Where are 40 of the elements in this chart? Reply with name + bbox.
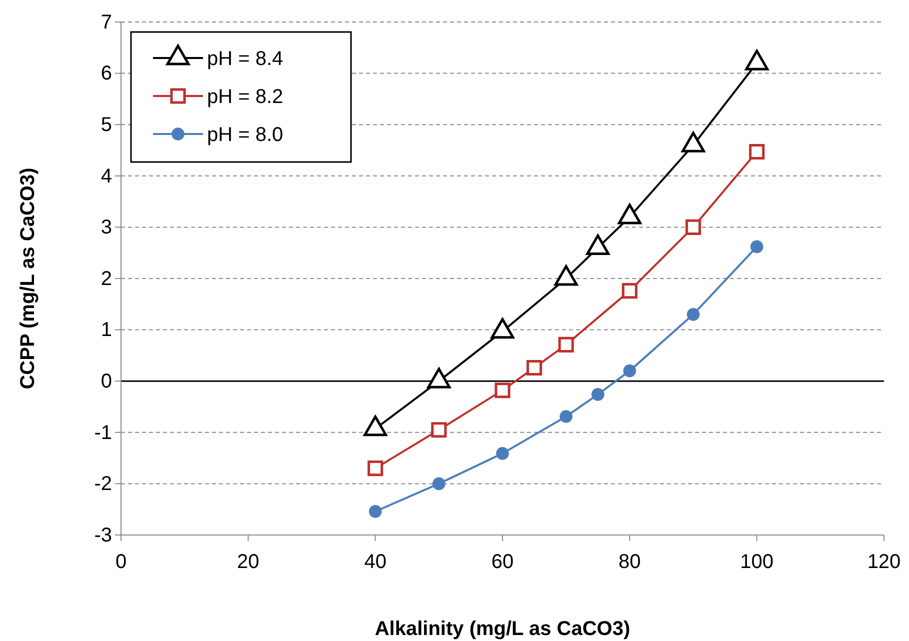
- point: [526, 360, 542, 376]
- point: [682, 132, 705, 152]
- x-tick-label: 20: [237, 551, 260, 573]
- y-tick-label: 7: [100, 11, 112, 34]
- y-tick-label: 2: [100, 268, 112, 290]
- point: [494, 382, 510, 398]
- x-tick-label: 60: [491, 551, 514, 573]
- point: [431, 422, 447, 438]
- y-tick-label: -3: [94, 524, 112, 546]
- point: [623, 364, 636, 378]
- point: [685, 219, 702, 235]
- point: [432, 477, 446, 490]
- x-tick-label: 0: [115, 551, 127, 573]
- y-tick-label: 6: [100, 62, 112, 85]
- x-tick-label: 100: [740, 551, 774, 573]
- y-tick-label: 3: [100, 216, 112, 239]
- y-tick-label: 0: [100, 370, 112, 392]
- legend-label: pH = 8.0: [207, 124, 284, 146]
- point: [368, 460, 384, 476]
- point: [622, 283, 638, 299]
- y-tick-label: -2: [94, 473, 112, 496]
- point: [368, 504, 382, 518]
- x-tick-label: 40: [364, 551, 386, 573]
- legend-label: pH = 8.2: [207, 86, 284, 108]
- point: [558, 336, 574, 352]
- point: [686, 308, 700, 321]
- legend-label: pH = 8.4: [207, 48, 284, 70]
- x-tick-label: 120: [867, 551, 901, 573]
- x-tick-label: 80: [618, 551, 641, 573]
- point: [496, 447, 509, 460]
- y-tick-label: 5: [100, 114, 112, 136]
- y-tick-label: 4: [100, 165, 112, 188]
- y-tick-label: 1: [100, 319, 112, 342]
- point: [560, 410, 572, 423]
- y-axis-title: CCPP (mg/L as CaCO3): [17, 168, 39, 390]
- point: [750, 240, 764, 254]
- point: [591, 388, 604, 401]
- point: [745, 50, 769, 70]
- x-axis-title: Alkalinity (mg/L as CaCO3): [374, 618, 630, 640]
- y-tick-label: -1: [94, 422, 112, 444]
